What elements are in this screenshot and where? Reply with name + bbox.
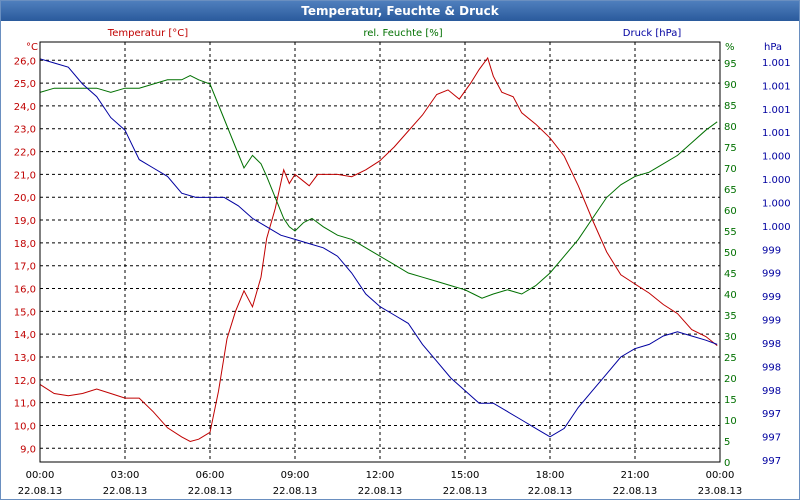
x-tick-time: 21:00 [621, 470, 650, 481]
temp-tick-label: 14,0 [14, 330, 36, 341]
hum-tick-label: 80 [724, 122, 737, 133]
temp-tick-label: 15,0 [14, 307, 36, 318]
hum-tick-label: 85 [724, 101, 737, 112]
temp-tick-label: 12,0 [14, 376, 36, 387]
temp-unit-label: °C [26, 42, 38, 53]
plot-border [39, 41, 721, 463]
hum-tick-label: 15 [724, 395, 737, 406]
window-title: Temperatur, Feuchte & Druck [1, 1, 799, 21]
x-tick-time: 00:00 [26, 470, 55, 481]
press-tick-label: 997 [762, 409, 781, 420]
hum-tick-label: 50 [724, 248, 737, 259]
press-tick-label: 999 [762, 245, 781, 256]
temp-tick-label: 18,0 [14, 239, 36, 250]
hum-tick-label: 40 [724, 290, 737, 301]
temp-tick-label: 23,0 [14, 125, 36, 136]
x-tick-date: 22.08.13 [443, 486, 488, 497]
press-tick-label: 1.001 [762, 81, 791, 92]
temp-tick-label: 10,0 [14, 421, 36, 432]
press-tick-label: 998 [762, 386, 781, 397]
press-tick-label: 998 [762, 339, 781, 350]
hum-tick-label: 5 [724, 437, 730, 448]
x-tick-date: 23.08.13 [698, 486, 743, 497]
hum-tick-label: 65 [724, 185, 737, 196]
x-tick-time: 18:00 [536, 470, 565, 481]
press-tick-label: 999 [762, 269, 781, 280]
press-tick-label: 997 [762, 456, 781, 467]
press-unit-label: hPa [764, 42, 782, 53]
temp-axis-title: Temperatur [°C] [107, 28, 188, 39]
hum-tick-label: 75 [724, 143, 737, 154]
press-tick-label: 1.000 [762, 152, 791, 163]
press-tick-label: 1.000 [762, 175, 791, 186]
press-tick-label: 1.001 [762, 58, 791, 69]
hum-tick-label: 90 [724, 80, 737, 91]
x-tick-time: 03:00 [111, 470, 140, 481]
axis-labels: 00:00 22.08.13 03:00 22.08.13 06:00 22.08.13 0… [14, 28, 791, 497]
x-tick-date: 22.08.13 [188, 486, 233, 497]
x-tick-time: 12:00 [366, 470, 395, 481]
x-tick-time: 15:00 [451, 470, 480, 481]
series-line-hum [39, 75, 718, 299]
press-tick-label: 1.000 [762, 222, 791, 233]
press-tick-label: 997 [762, 433, 781, 444]
temp-tick-label: 24,0 [14, 102, 36, 113]
x-tick-date: 22.08.13 [613, 486, 658, 497]
temp-tick-label: 17,0 [14, 262, 36, 273]
hum-tick-label: 60 [724, 206, 737, 217]
x-tick-time: 06:00 [196, 470, 225, 481]
temp-tick-label: 22,0 [14, 148, 36, 159]
temp-tick-label: 16,0 [14, 285, 36, 296]
hum-tick-label: 55 [724, 227, 737, 238]
hum-tick-label: 70 [724, 164, 737, 175]
hum-tick-label: 35 [724, 311, 737, 322]
x-tick-date: 22.08.13 [18, 486, 63, 497]
temp-tick-label: 13,0 [14, 353, 36, 364]
hum-tick-label: 10 [724, 416, 737, 427]
hum-unit-label: % [725, 42, 735, 53]
temp-tick-label: 26,0 [14, 56, 36, 67]
x-tick-time: 00:00 [706, 470, 735, 481]
x-tick-time: 09:00 [281, 470, 310, 481]
hum-tick-label: 30 [724, 332, 737, 343]
press-tick-label: 999 [762, 316, 781, 327]
temp-tick-label: 21,0 [14, 170, 36, 181]
hum-tick-label: 25 [724, 353, 737, 364]
temp-tick-label: 20,0 [14, 193, 36, 204]
press-tick-label: 1.000 [762, 198, 791, 209]
temp-tick-label: 9,0 [20, 444, 36, 455]
hum-axis-title: rel. Feuchte [%] [363, 28, 442, 39]
series-line-temp [39, 56, 718, 443]
temp-tick-label: 25,0 [14, 79, 36, 90]
press-tick-label: 1.001 [762, 128, 791, 139]
press-tick-label: 1.001 [762, 105, 791, 116]
series-line-press [39, 58, 718, 438]
press-axis-title: Druck [hPa] [623, 28, 682, 39]
data-lines [39, 56, 718, 443]
x-tick-date: 22.08.13 [528, 486, 573, 497]
x-tick-date: 22.08.13 [273, 486, 318, 497]
press-tick-label: 999 [762, 292, 781, 303]
grid-lines [40, 42, 720, 462]
temp-tick-label: 19,0 [14, 216, 36, 227]
x-tick-date: 22.08.13 [358, 486, 403, 497]
temp-tick-label: 11,0 [14, 399, 36, 410]
x-tick-date: 22.08.13 [103, 486, 148, 497]
hum-tick-label: 95 [724, 59, 737, 70]
hum-tick-label: 0 [724, 458, 730, 469]
hum-tick-label: 20 [724, 374, 737, 385]
hum-tick-label: 45 [724, 269, 737, 280]
press-tick-label: 998 [762, 362, 781, 373]
